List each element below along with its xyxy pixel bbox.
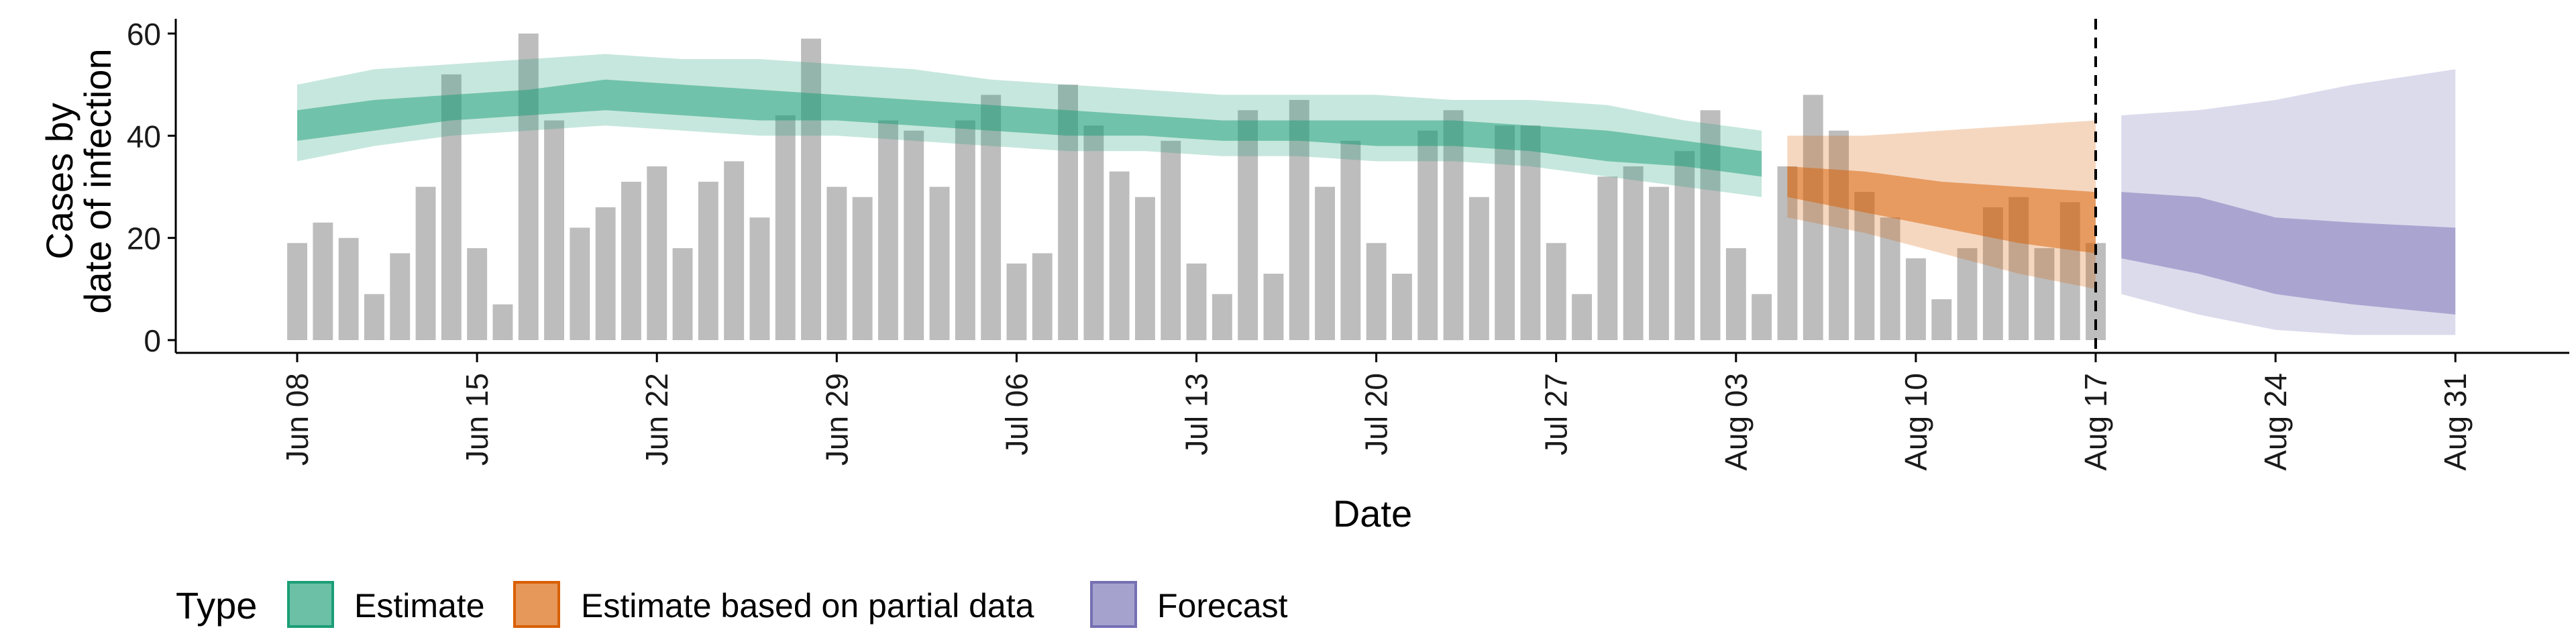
bar: [878, 120, 898, 340]
x-tick-label: Jun 22: [639, 373, 674, 466]
bar: [313, 222, 333, 340]
bar: [1957, 248, 1978, 340]
bar: [1392, 274, 1412, 340]
bar: [467, 248, 488, 340]
bar: [1238, 110, 1258, 341]
y-tick-label: 20: [127, 221, 161, 256]
bar: [1649, 186, 1669, 340]
legend-swatch-forecast: [1090, 581, 1137, 628]
bar: [2034, 248, 2055, 340]
bar: [364, 294, 384, 340]
x-axis-title: Date: [1333, 492, 1412, 535]
x-tick-label: Aug 17: [2078, 373, 2113, 471]
estimate-band-50: [297, 79, 1762, 177]
bar: [287, 243, 307, 340]
legend-swatch-estimate: [287, 581, 334, 628]
y-tick-label: 0: [144, 323, 161, 358]
estimate-based-on-partial-data-band-50: [1787, 166, 2096, 254]
x-tick-label: Aug 10: [1898, 373, 1933, 471]
bar: [698, 181, 718, 340]
y-tick-label: 60: [127, 17, 161, 52]
legend-label-forecast: Forecast: [1157, 587, 1288, 625]
bar: [1443, 110, 1464, 341]
bar: [1032, 253, 1053, 340]
x-tick-label: Jun 15: [460, 373, 494, 466]
forecast-band-50: [2121, 192, 2456, 315]
x-tick-label: Jun 29: [819, 373, 854, 466]
bar: [929, 186, 950, 340]
bar: [775, 115, 796, 340]
bar: [544, 120, 564, 340]
bar: [1725, 248, 1746, 340]
bar: [1468, 197, 1489, 340]
bar: [1340, 140, 1361, 340]
bar: [1212, 294, 1232, 340]
bar: [1083, 125, 1104, 340]
x-tick-label: Aug 03: [1719, 373, 1754, 471]
bar: [981, 95, 1002, 340]
bar: [724, 161, 745, 340]
bar: [1186, 263, 1207, 341]
bar: [1931, 299, 1952, 340]
bar: [415, 186, 436, 340]
x-tick-label: Aug 31: [2438, 373, 2473, 471]
bar: [852, 197, 873, 340]
bar: [1546, 243, 1566, 340]
y-tick-label: 40: [127, 119, 161, 154]
bar: [1417, 130, 1438, 340]
x-ticks: Jun 08 Jun 15 Jun 22 Jun 29 Jul 06 Jul 13 Jul …: [280, 353, 2473, 471]
bar: [1006, 263, 1027, 341]
legend-label-estimate: Estimate: [354, 587, 485, 625]
bar: [1854, 192, 1875, 340]
bar: [1135, 197, 1155, 340]
bar: [1829, 130, 1849, 340]
bands-layer: [297, 54, 2456, 335]
bar: [1597, 176, 1618, 340]
bar: [1906, 258, 1926, 340]
bar: [1572, 294, 1592, 340]
y-axis-title-line-2: date of infection: [76, 48, 119, 313]
x-tick-label: Jul 20: [1359, 373, 1394, 455]
bar: [801, 38, 821, 340]
bar: [570, 227, 590, 340]
bar: [390, 253, 411, 340]
legend-swatch-estimate-based-on-partial-data: [513, 581, 560, 628]
bar: [1623, 166, 1644, 340]
y-axis-title: Cases by date of infection: [38, 48, 119, 313]
x-tick-label: Jul 13: [1179, 373, 1214, 455]
bar: [621, 181, 641, 340]
bar: [518, 34, 539, 340]
x-tick-label: Jul 06: [999, 373, 1034, 455]
bar: [1674, 151, 1695, 340]
bar: [672, 248, 693, 340]
bar: [904, 130, 924, 340]
bar: [1520, 125, 1541, 340]
legend-label-estimate-based-on-partial-data: Estimate based on partial data: [581, 587, 1034, 625]
bar: [1803, 95, 1823, 340]
x-tick-label: Aug 24: [2258, 373, 2293, 471]
legend: Type Estimate Estimate based on partial d…: [176, 581, 1288, 628]
bar: [338, 237, 359, 340]
bar: [647, 166, 667, 340]
x-tick-label: Jun 08: [280, 373, 315, 466]
bar: [1315, 186, 1335, 340]
bar: [1880, 217, 1900, 340]
y-ticks: 0 20 40 60: [127, 17, 176, 358]
legend-title: Type: [176, 584, 257, 627]
bar: [1495, 125, 1515, 340]
bar: [1161, 140, 1181, 340]
bar: [826, 186, 847, 340]
bar: [595, 207, 616, 340]
x-tick-label: Jul 27: [1539, 373, 1574, 455]
bar: [492, 304, 513, 340]
bar: [749, 217, 770, 340]
y-axis-title-line-1: Cases by: [38, 103, 80, 259]
bar: [1752, 294, 1772, 340]
bar: [1109, 171, 1130, 340]
bar: [1263, 274, 1284, 340]
bar: [955, 120, 975, 340]
bar: [1366, 243, 1387, 340]
